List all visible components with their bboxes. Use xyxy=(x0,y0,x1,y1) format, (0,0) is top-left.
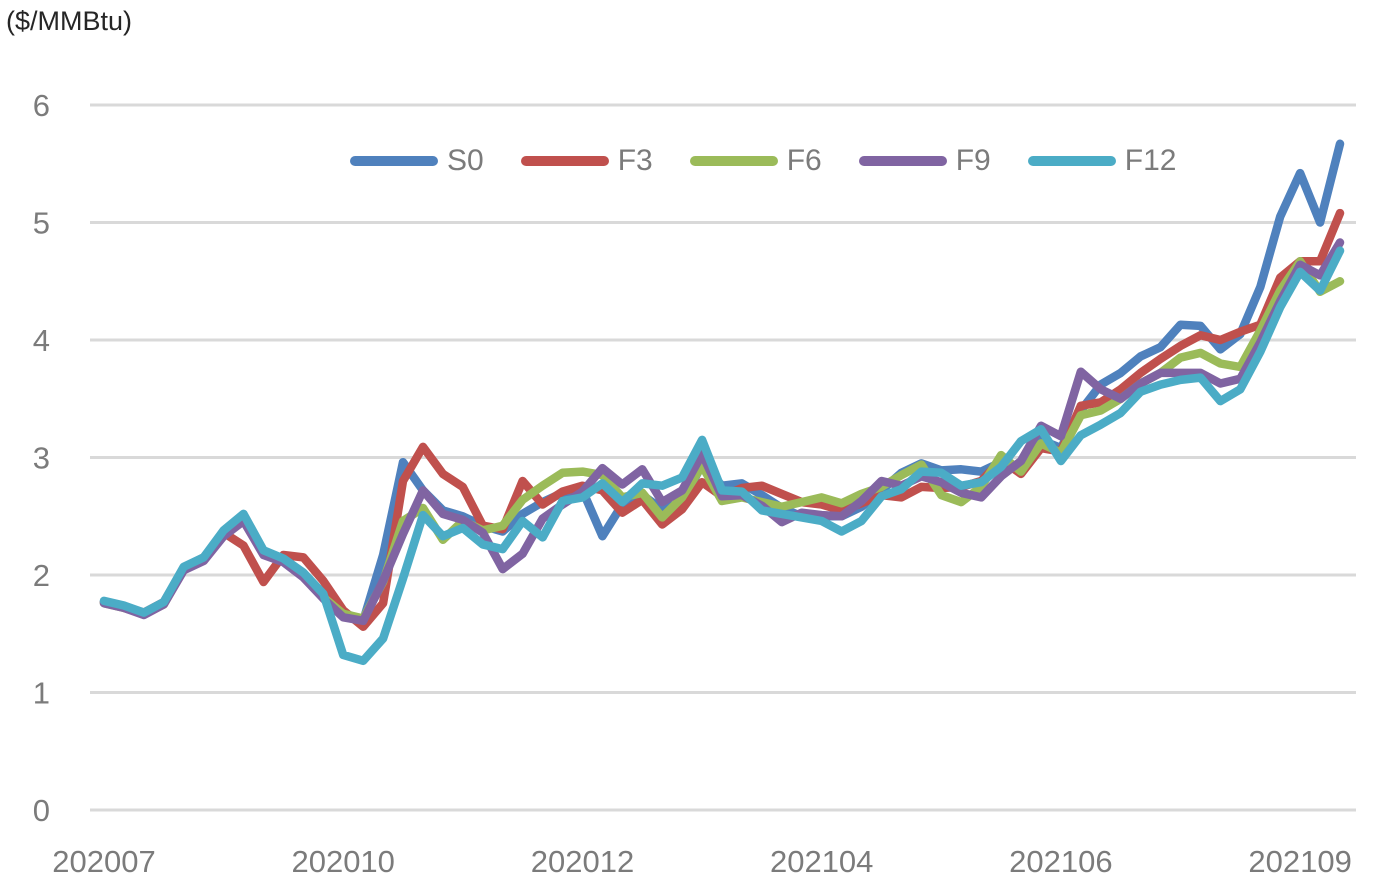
legend-label-f9: F9 xyxy=(955,144,991,177)
y-tick-label: 6 xyxy=(33,88,50,123)
x-tick-label: 202106 xyxy=(1009,844,1112,879)
legend-item-f12: F12 xyxy=(1027,144,1177,177)
legend-swatch-f12 xyxy=(1027,156,1116,166)
series-line-F12 xyxy=(99,246,1345,666)
legend-swatch-s0 xyxy=(350,156,438,166)
x-tick-label: 202010 xyxy=(291,844,394,879)
legend-swatch-f3 xyxy=(520,156,609,166)
y-axis-unit-label: ($/MMBtu) xyxy=(6,6,133,36)
legend: S0 F3 F6 F9 F12 xyxy=(350,146,1176,176)
legend-item-s0: S0 xyxy=(350,146,484,176)
x-tick-label: 202007 xyxy=(52,844,155,879)
y-tick-label: 4 xyxy=(33,323,50,358)
y-tick-label: 0 xyxy=(33,793,50,828)
y-tick-label: 2 xyxy=(33,558,50,593)
x-tick-label: 202109 xyxy=(1248,844,1351,879)
y-tick-label: 3 xyxy=(33,441,50,476)
legend-item-f3: F3 xyxy=(520,144,653,177)
x-tick-label: 202012 xyxy=(531,844,634,879)
legend-label-f6: F6 xyxy=(786,144,822,177)
x-tick-label: 202104 xyxy=(770,844,873,879)
legend-label-f12: F12 xyxy=(1124,144,1177,177)
legend-swatch-f9 xyxy=(858,156,947,166)
legend-label-s0: S0 xyxy=(447,144,484,177)
legend-item-f6: F6 xyxy=(689,144,822,177)
legend-swatch-f6 xyxy=(689,156,778,166)
legend-item-f9: F9 xyxy=(858,144,991,177)
y-tick-label: 1 xyxy=(33,676,50,711)
legend-label-f3: F3 xyxy=(617,144,653,177)
y-tick-label: 5 xyxy=(33,206,50,241)
